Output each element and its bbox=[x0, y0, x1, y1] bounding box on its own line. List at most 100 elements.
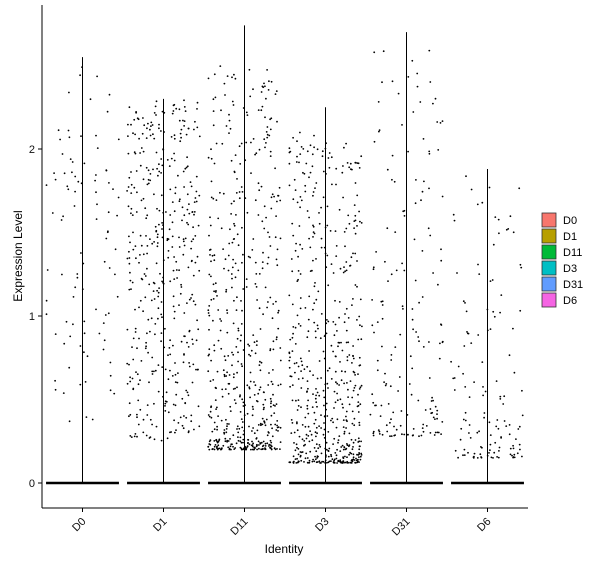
point-D1 bbox=[183, 353, 185, 355]
point-D31 bbox=[418, 301, 420, 304]
point-D31 bbox=[439, 342, 441, 345]
point-D1 bbox=[161, 228, 163, 230]
point-D3 bbox=[337, 341, 340, 344]
point-D3 bbox=[347, 214, 350, 217]
point-D3 bbox=[295, 399, 297, 402]
point-D11 bbox=[225, 125, 228, 127]
point-D3 bbox=[353, 424, 356, 427]
point-D1 bbox=[177, 372, 179, 374]
x-tick-label: D0 bbox=[70, 516, 88, 534]
point-D3 bbox=[335, 167, 338, 170]
point-D31 bbox=[408, 383, 411, 385]
point-D1 bbox=[187, 346, 190, 348]
point-D31 bbox=[390, 273, 393, 276]
point-D1 bbox=[181, 206, 184, 209]
x-tick-label: D3 bbox=[313, 516, 331, 534]
point-D3 bbox=[306, 336, 309, 339]
point-D3 bbox=[323, 404, 325, 407]
point-D3 bbox=[346, 420, 348, 423]
point-D0 bbox=[109, 374, 112, 377]
point-D1 bbox=[181, 424, 184, 427]
point-D11 bbox=[239, 395, 241, 398]
point-D11 bbox=[208, 305, 211, 307]
point-D3 bbox=[348, 403, 351, 406]
point-D11 bbox=[272, 303, 275, 305]
legend-label-D3: D3 bbox=[563, 263, 577, 275]
point-D3 bbox=[349, 451, 351, 454]
point-D11 bbox=[226, 309, 228, 312]
point-D3 bbox=[357, 373, 359, 375]
point-D0 bbox=[108, 267, 111, 269]
point-D1 bbox=[173, 152, 176, 155]
point-D1 bbox=[183, 415, 185, 417]
point-D31 bbox=[436, 431, 439, 434]
point-D11 bbox=[240, 142, 243, 145]
point-D11 bbox=[208, 448, 211, 451]
point-D11 bbox=[229, 228, 231, 231]
point-D11 bbox=[276, 448, 278, 450]
point-D11 bbox=[267, 301, 269, 303]
point-D11 bbox=[260, 361, 263, 364]
point-D11 bbox=[233, 299, 235, 302]
point-D6 bbox=[494, 441, 497, 444]
point-D0 bbox=[60, 219, 63, 221]
point-D11 bbox=[259, 369, 262, 372]
point-D3 bbox=[315, 388, 317, 390]
point-D11 bbox=[258, 447, 260, 450]
point-D31 bbox=[411, 59, 414, 62]
point-D1 bbox=[153, 112, 156, 114]
point-D3 bbox=[292, 136, 294, 139]
point-D0 bbox=[57, 129, 60, 132]
point-D6 bbox=[515, 438, 517, 440]
point-D3 bbox=[312, 191, 315, 193]
legend-key-D11 bbox=[541, 244, 557, 260]
point-D1 bbox=[193, 428, 195, 431]
point-D1 bbox=[128, 262, 131, 265]
point-D11 bbox=[218, 439, 221, 442]
point-D1 bbox=[188, 365, 191, 368]
point-D3 bbox=[319, 462, 321, 464]
point-D1 bbox=[179, 198, 181, 201]
point-D3 bbox=[353, 227, 355, 230]
point-D0 bbox=[109, 389, 112, 392]
point-D11 bbox=[215, 142, 218, 145]
point-D3 bbox=[323, 246, 326, 249]
point-D0 bbox=[112, 188, 114, 191]
point-D6 bbox=[468, 432, 470, 434]
point-D31 bbox=[372, 432, 375, 435]
point-D1 bbox=[144, 296, 147, 299]
point-D1 bbox=[127, 135, 129, 138]
point-D1 bbox=[149, 436, 152, 438]
point-D3 bbox=[295, 161, 298, 163]
point-D1 bbox=[156, 245, 159, 248]
point-D11 bbox=[227, 392, 230, 395]
point-D11 bbox=[214, 386, 217, 389]
point-D11 bbox=[260, 185, 263, 188]
point-D3 bbox=[327, 431, 330, 433]
point-D3 bbox=[316, 432, 318, 435]
point-D11 bbox=[252, 334, 255, 336]
point-D11 bbox=[231, 76, 233, 79]
point-D1 bbox=[152, 168, 154, 171]
point-D3 bbox=[354, 219, 357, 222]
point-D31 bbox=[401, 305, 404, 308]
point-D31 bbox=[410, 393, 413, 396]
point-D3 bbox=[358, 315, 361, 318]
point-D3 bbox=[313, 302, 316, 305]
point-D1 bbox=[183, 312, 186, 314]
point-D11 bbox=[237, 431, 240, 434]
point-D6 bbox=[499, 398, 502, 400]
point-D3 bbox=[343, 321, 346, 324]
point-D3 bbox=[358, 448, 361, 451]
point-D11 bbox=[242, 349, 245, 351]
point-D1 bbox=[178, 246, 181, 248]
point-D0 bbox=[95, 308, 97, 311]
point-D31 bbox=[412, 428, 415, 430]
point-D11 bbox=[208, 314, 211, 317]
point-D11 bbox=[235, 346, 238, 348]
point-D11 bbox=[210, 180, 213, 183]
point-D1 bbox=[160, 439, 163, 442]
point-D11 bbox=[263, 406, 265, 409]
point-D3 bbox=[314, 282, 316, 284]
point-D3 bbox=[309, 370, 311, 373]
